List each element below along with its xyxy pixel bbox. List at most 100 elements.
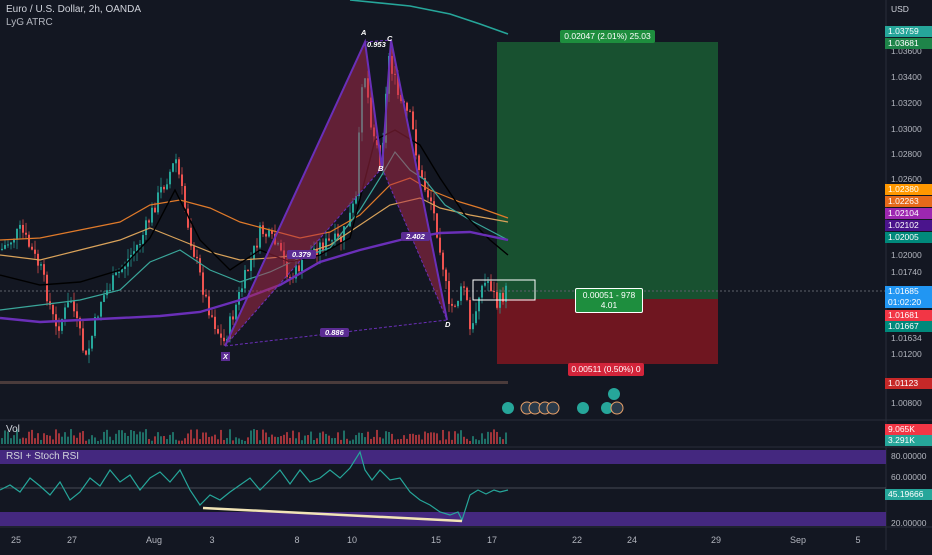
volume-bar (70, 429, 72, 444)
volume-bar (502, 439, 504, 444)
volume-bar (457, 433, 459, 444)
candle-body (4, 245, 6, 249)
volume-title: Vol (6, 424, 20, 435)
volume-bar (52, 439, 54, 444)
candle-body (271, 230, 273, 234)
candle-body (295, 265, 297, 279)
volume-bar (208, 436, 210, 444)
volume-bar (286, 432, 288, 444)
volume-bar (484, 438, 486, 444)
pattern-ratio: 0.886 (320, 328, 349, 337)
target-zone[interactable] (497, 42, 718, 299)
stop-label[interactable]: 0.00511 (0.50%) 0 (568, 363, 644, 376)
event-flag-icon[interactable] (608, 388, 620, 400)
volume-bar (235, 437, 237, 444)
candle-body (28, 234, 30, 247)
rsi-title: RSI + Stoch RSI (6, 451, 80, 462)
pattern-ac (364, 39, 392, 43)
pattern-point-d: D (445, 320, 451, 329)
volume-bar (295, 438, 297, 444)
candle-body (265, 234, 267, 237)
rsi-value-tag: 45.19666 (885, 489, 932, 500)
candle-body (478, 297, 480, 312)
event-flag-icon[interactable] (546, 401, 560, 415)
candle-body (124, 266, 126, 269)
volume-bar (469, 440, 471, 444)
entry-box[interactable] (472, 279, 536, 301)
volume-bar (400, 439, 402, 444)
volume-bar (370, 438, 372, 444)
volume-bar (379, 437, 381, 444)
position-info-box[interactable]: 0.00051 - 978 4.01 (575, 288, 643, 313)
rsi-axis-label: 20.00000 (891, 518, 927, 528)
candle-body (34, 249, 36, 254)
volume-bar (292, 430, 294, 444)
pattern-bd (381, 167, 448, 321)
volume-bar (85, 440, 87, 444)
event-flag-icon[interactable] (610, 401, 624, 415)
volume-tag: 9.065K (885, 424, 932, 435)
volume-bar (193, 438, 195, 444)
time-label: 17 (486, 535, 498, 545)
volume-bar (493, 429, 495, 444)
volume-bar (253, 429, 255, 444)
time-label: 5 (855, 535, 861, 545)
volume-bar (100, 439, 102, 444)
volume-bar (46, 435, 48, 444)
candle-body (337, 233, 339, 237)
countdown-tag: 01:02:20 (885, 297, 932, 308)
volume-bar (91, 435, 93, 444)
volume-bar (97, 440, 99, 444)
candle-body (244, 270, 246, 289)
volume-bar (118, 430, 120, 444)
candle-body (457, 300, 459, 307)
event-flag-icon[interactable] (577, 402, 589, 414)
rsi-divergence-line[interactable] (202, 506, 463, 523)
candle-body (238, 291, 240, 305)
volume-bar (427, 433, 429, 444)
volume-bar (313, 439, 315, 444)
indicator-ribbon (0, 381, 508, 384)
candle-body (313, 248, 315, 251)
price-tag: 1.02380 (885, 184, 932, 195)
candle-body (268, 230, 270, 237)
price-tag: 1.02104 (885, 208, 932, 219)
candle-body (82, 328, 84, 351)
volume-bar (421, 439, 423, 444)
target-label[interactable]: 0.02047 (2.01%) 25.03 (560, 30, 655, 43)
volume-bar (196, 429, 198, 444)
volume-bar (394, 439, 396, 444)
volume-bar (82, 431, 84, 444)
volume-bar (349, 440, 351, 444)
volume-bar (448, 431, 450, 444)
volume-bar (385, 431, 387, 444)
price-label: 1.03400 (891, 72, 922, 82)
candle-body (223, 337, 225, 342)
candle-body (205, 294, 207, 297)
candle-body (502, 292, 504, 302)
candle-body (472, 323, 474, 330)
event-flag-icon[interactable] (502, 402, 514, 414)
volume-bar (268, 437, 270, 444)
symbol-title: Euro / U.S. Dollar, 2h, OANDA (6, 4, 142, 15)
candle-body (409, 110, 411, 112)
event-icons[interactable] (502, 388, 624, 415)
candle-body (448, 281, 450, 304)
event-flag-icon[interactable] (601, 402, 613, 414)
time-label: 22 (571, 535, 583, 545)
candle-body (298, 265, 300, 272)
candle-body (469, 300, 471, 330)
price-tag: 1.01681 (885, 310, 932, 321)
volume-bar (142, 432, 144, 444)
time-label: 29 (710, 535, 722, 545)
candle-body (136, 245, 138, 252)
candle-body (7, 244, 9, 246)
candle-body (193, 246, 195, 257)
candle-body (46, 274, 48, 302)
volume-bar (340, 439, 342, 444)
candle-body (334, 233, 336, 241)
volume-bar (328, 435, 330, 444)
